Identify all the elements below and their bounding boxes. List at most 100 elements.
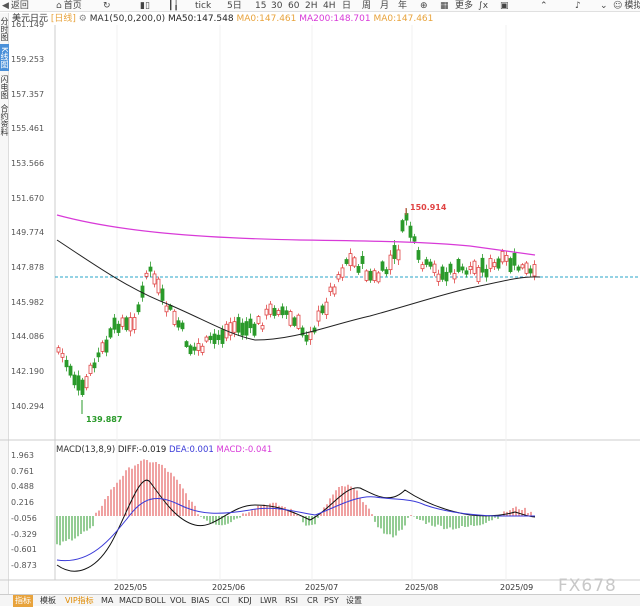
bar-chart-icon[interactable]: ┃╽ [168, 1, 179, 11]
candle-body [196, 343, 201, 351]
candle-body [484, 268, 489, 278]
candle-body [508, 258, 513, 273]
period-2h[interactable]: 2H [305, 1, 318, 11]
candle-body [476, 267, 481, 283]
kline-chart[interactable] [0, 0, 640, 600]
tab-kline[interactable]: K线图 [0, 44, 9, 71]
y-tick-label: 155.461 [11, 124, 45, 133]
ma1-label: MA1(50,0,200,0) [89, 14, 166, 24]
candle-body [472, 260, 477, 274]
candle-body [308, 331, 313, 340]
crosshair-icon[interactable]: ▣ [500, 1, 509, 11]
dea-line [56, 496, 535, 562]
tab-vol[interactable]: VOL [170, 596, 187, 605]
candle-body [140, 285, 145, 298]
tab-cr[interactable]: CR [307, 596, 319, 605]
tab-settings[interactable]: 设置 [346, 596, 362, 605]
candle-body [68, 365, 73, 376]
period-60[interactable]: 60 [288, 1, 300, 11]
period-4h[interactable]: 4H [323, 1, 336, 11]
high-annotation: 150.914 [410, 203, 447, 212]
tab-indicators[interactable]: 指标 [13, 595, 33, 607]
back-button[interactable]: ◀ 返回 [2, 1, 29, 11]
candle-body [292, 317, 297, 326]
macd-info-line: MACD(13,8,9) DIFF:-0.019 DEA:0.001 MACD:… [56, 444, 272, 456]
candle-body [304, 334, 309, 342]
side-tabs: 分时图 K线图 闪电图 合约资料 [0, 13, 9, 603]
home-button[interactable]: ⌂ 首页 [56, 1, 82, 11]
candle-body [296, 314, 301, 329]
tab-vip-indicators[interactable]: VIP指标 [65, 596, 94, 605]
more-button[interactable]: 更多 [455, 1, 474, 11]
candle-body [96, 352, 101, 358]
tab-kdj[interactable]: KDJ [238, 596, 252, 605]
y-tick-label: 153.566 [11, 159, 45, 168]
simulate-button[interactable]: ☺ 模拟 [613, 1, 640, 11]
period-5d[interactable]: 5日 [227, 1, 242, 11]
y-tick-label: 161.149 [11, 20, 45, 29]
dea-label: DEA:0.001 [169, 445, 214, 455]
macd-y-label: -0.873 [11, 561, 37, 570]
candle-body [460, 266, 465, 271]
watermark-logo: FX678 [558, 576, 617, 596]
candle-body [488, 258, 493, 269]
candle-body [464, 270, 469, 275]
period-15[interactable]: 15 [255, 1, 267, 11]
candle-body [352, 257, 357, 267]
candle-body [88, 364, 93, 374]
candle-body [108, 328, 113, 338]
candle-body [200, 345, 205, 353]
macd-y-label: 1.963 [11, 451, 34, 460]
tab-timeshare[interactable]: 分时图 [0, 16, 9, 41]
candle-body [252, 323, 257, 336]
candle-body [120, 317, 125, 327]
chevron-up-icon[interactable]: ⌃ [540, 1, 548, 11]
draw-icon[interactable]: ∫x [478, 1, 489, 11]
macd-y-label: 0.216 [11, 498, 34, 507]
tab-boll[interactable]: BOLL [145, 596, 166, 605]
grid-icon[interactable]: ▦ [440, 1, 449, 11]
y-tick-label: 144.086 [11, 332, 45, 341]
x-tick-label: 2025/09 [500, 583, 534, 592]
ma0-label-a: MA0:147.461 [236, 14, 297, 24]
chevron-down-icon[interactable]: ⌄ [600, 1, 608, 11]
tab-contract-info[interactable]: 合约资料 [0, 104, 9, 136]
period-day[interactable]: 日 [342, 1, 352, 11]
tab-flash[interactable]: 闪电图 [0, 74, 9, 99]
tab-templates[interactable]: 模板 [40, 596, 56, 605]
tab-rsi[interactable]: RSI [285, 596, 298, 605]
tab-psy[interactable]: PSY [324, 596, 339, 605]
period-30[interactable]: 30 [271, 1, 283, 11]
candle-body [284, 310, 289, 315]
tab-bias[interactable]: BIAS [191, 596, 210, 605]
indicator-icon[interactable]: ⊕ [420, 1, 428, 11]
period-week[interactable]: 周 [362, 1, 372, 11]
y-tick-label: 149.774 [11, 228, 45, 237]
candlestick-icon[interactable]: ▮▯ [140, 1, 150, 11]
candle-body [256, 316, 261, 324]
candle-body [192, 346, 197, 351]
candle-body [236, 317, 241, 333]
tab-macd[interactable]: MACD [119, 596, 143, 605]
candle-body [316, 310, 321, 322]
candle-body [112, 317, 117, 330]
candle-body [492, 262, 497, 268]
tick-button[interactable]: tick [195, 1, 212, 11]
candle-body [60, 352, 65, 358]
candle-body [340, 267, 345, 278]
candle-body [528, 268, 533, 274]
candle-body [428, 261, 433, 267]
candle-body [144, 272, 149, 277]
tab-lwr[interactable]: LWR [260, 596, 278, 605]
refresh-icon[interactable]: ↻ [103, 1, 111, 11]
settings-icon[interactable]: ⚙ [78, 14, 87, 24]
period-year[interactable]: 年 [398, 1, 408, 11]
candle-body [524, 262, 529, 274]
period-month[interactable]: 月 [380, 1, 390, 11]
tab-ma[interactable]: MA [101, 596, 114, 605]
person-icon: ☺ [613, 1, 623, 11]
candle-body [332, 286, 337, 295]
bell-icon[interactable]: ♪ [575, 1, 581, 11]
candle-body [268, 303, 273, 315]
tab-cci[interactable]: CCI [216, 596, 230, 605]
